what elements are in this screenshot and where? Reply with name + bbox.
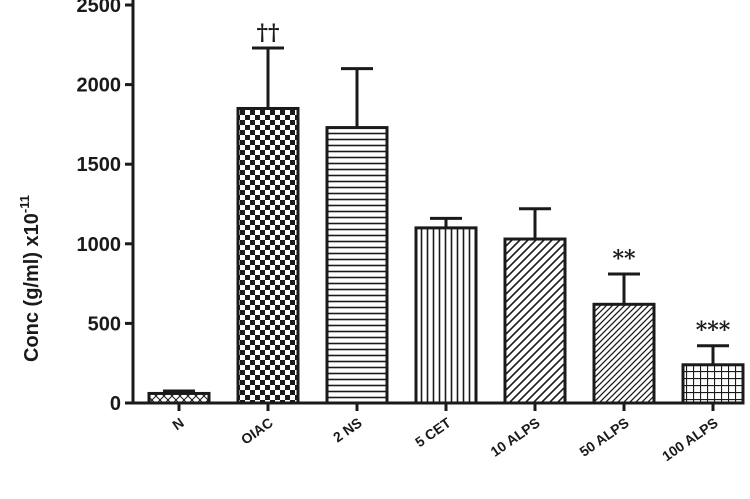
bar-group: [325, 67, 389, 405]
y-tick-label: 1000: [77, 234, 122, 256]
bar: [414, 226, 478, 405]
y-tick-label: 500: [88, 313, 121, 335]
significance-annotation: ††: [256, 20, 279, 46]
bar: [325, 126, 389, 405]
bar: [236, 106, 300, 405]
y-axis-title: Conc (g/ml) x10-11: [17, 195, 43, 362]
y-tick-label: 2000: [77, 75, 122, 97]
y-tick-label: 2500: [77, 0, 122, 17]
y-axis-title-text: Conc (g/ml) x10: [21, 213, 43, 362]
x-tick-label: OIAC: [238, 414, 276, 447]
y-tick-label: 0: [110, 393, 121, 415]
bar: [592, 302, 656, 405]
y-tick-label: 1500: [77, 154, 122, 176]
bar-group: [681, 344, 745, 405]
bar: [681, 363, 745, 405]
bar-group: [414, 216, 478, 405]
y-axis-title-exponent: -11: [17, 195, 32, 213]
x-tick-label: 50 ALPS: [576, 414, 631, 459]
x-tick-label: 10 ALPS: [487, 414, 542, 459]
bar-group: [592, 272, 656, 405]
significance-annotation: ***: [696, 318, 731, 344]
bars: [147, 46, 745, 405]
bar-group: [236, 46, 300, 405]
significance-annotation: **: [612, 246, 636, 272]
x-tick-label: 100 ALPS: [659, 414, 721, 464]
x-tick-label: 5 CET: [412, 414, 454, 450]
x-tick-label: N: [169, 414, 186, 433]
bar-group: [147, 389, 211, 405]
bar: [147, 391, 211, 405]
x-tick-label: 2 NS: [330, 414, 365, 445]
bar: [503, 237, 567, 405]
bar-group: [503, 207, 567, 405]
